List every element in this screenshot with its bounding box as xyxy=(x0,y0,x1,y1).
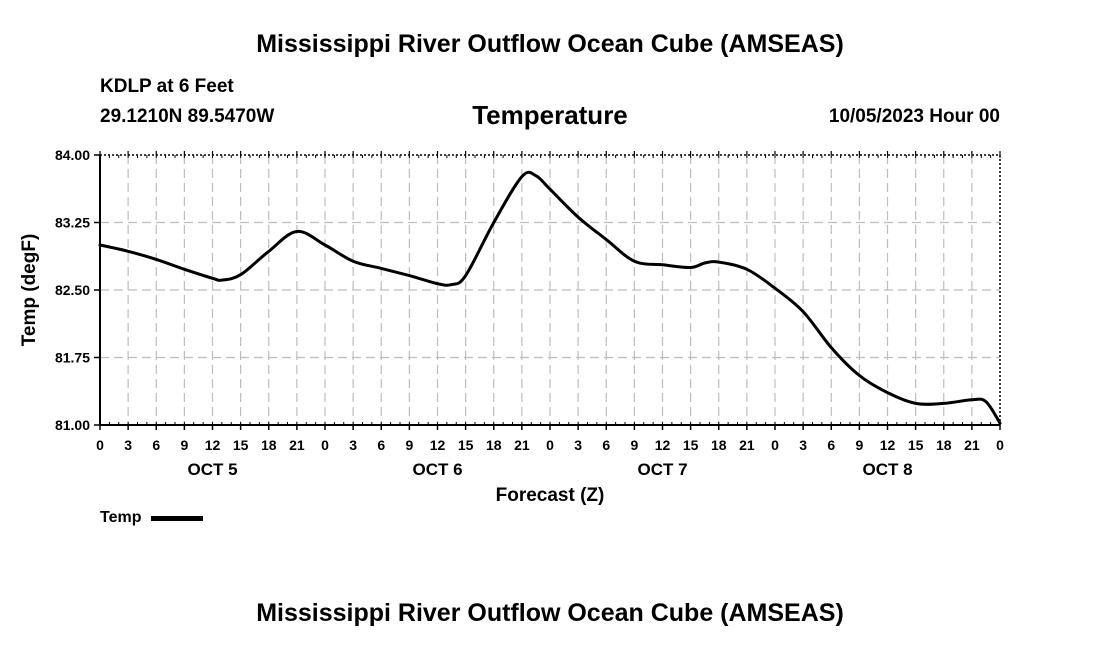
x-tick-label: 21 xyxy=(964,437,980,453)
x-tick-label: 18 xyxy=(936,437,952,453)
footer-title: Mississippi River Outflow Ocean Cube (AM… xyxy=(256,599,844,627)
x-axis-title: Forecast (Z) xyxy=(496,485,605,506)
x-tick-label: 12 xyxy=(655,437,671,453)
station-label: KDLP at 6 Feet xyxy=(100,76,234,97)
x-tick-label: 15 xyxy=(683,437,699,453)
axes xyxy=(94,151,1001,430)
x-tick-label: 15 xyxy=(233,437,249,453)
x-tick-label: 9 xyxy=(855,437,863,453)
x-tick-label: 9 xyxy=(180,437,188,453)
x-tick-label: 3 xyxy=(799,437,807,453)
x-tick-label: 15 xyxy=(458,437,474,453)
y-tick-label: 82.50 xyxy=(55,282,90,298)
x-tick-label: 3 xyxy=(124,437,132,453)
y-tick-label: 81.75 xyxy=(55,350,90,366)
x-tick-label: 21 xyxy=(739,437,755,453)
x-tick-label: 0 xyxy=(771,437,779,453)
x-tick-label: 6 xyxy=(377,437,385,453)
y-tick-label: 84.00 xyxy=(55,147,90,163)
x-tick-label: 6 xyxy=(602,437,610,453)
y-axis-title: Temp (degF) xyxy=(19,234,40,347)
x-tick-label: 6 xyxy=(827,437,835,453)
x-tick-label: 9 xyxy=(405,437,413,453)
legend-swatch xyxy=(151,515,204,521)
x-tick-label: 18 xyxy=(711,437,727,453)
x-tick-label: 0 xyxy=(96,437,104,453)
x-tick-label: 0 xyxy=(546,437,554,453)
temp-series-line xyxy=(98,170,1002,425)
grid xyxy=(100,155,1000,425)
x-tick-label: 21 xyxy=(289,437,305,453)
x-tick-label: 3 xyxy=(349,437,357,453)
x-tick-label: 6 xyxy=(152,437,160,453)
x-tick-label: 12 xyxy=(205,437,221,453)
main-title: Mississippi River Outflow Ocean Cube (AM… xyxy=(256,30,844,58)
day-label: OCT 7 xyxy=(637,460,687,479)
y-tick-label: 81.00 xyxy=(55,417,90,433)
x-tick-label: 12 xyxy=(430,437,446,453)
x-tick-label: 0 xyxy=(996,437,1004,453)
x-tick-label: 21 xyxy=(514,437,530,453)
y-tick-label: 83.25 xyxy=(55,215,90,231)
run-time: 10/05/2023 Hour 00 xyxy=(828,106,1000,127)
x-tick-label: 0 xyxy=(321,437,329,453)
x-tick-label: 9 xyxy=(630,437,638,453)
x-tick-label: 12 xyxy=(880,437,896,453)
day-label: OCT 6 xyxy=(412,460,462,479)
x-tick-label: 18 xyxy=(486,437,502,453)
station-coordinates: 29.1210N 89.5470W xyxy=(100,106,275,127)
x-tick-label: 18 xyxy=(261,437,277,453)
x-tick-label: 3 xyxy=(574,437,582,453)
labels: 84.00 83.25 82.50 81.75 81.00 0 3 6 9 12 15 18 21 0 3 6… xyxy=(19,147,1004,506)
chart-title: Temperature xyxy=(472,100,628,130)
day-label: OCT 8 xyxy=(862,460,912,479)
legend: Temp xyxy=(100,509,204,527)
series xyxy=(98,170,1002,425)
x-tick-label: 15 xyxy=(908,437,924,453)
day-label: OCT 5 xyxy=(187,460,237,479)
legend-label: Temp xyxy=(100,509,142,526)
